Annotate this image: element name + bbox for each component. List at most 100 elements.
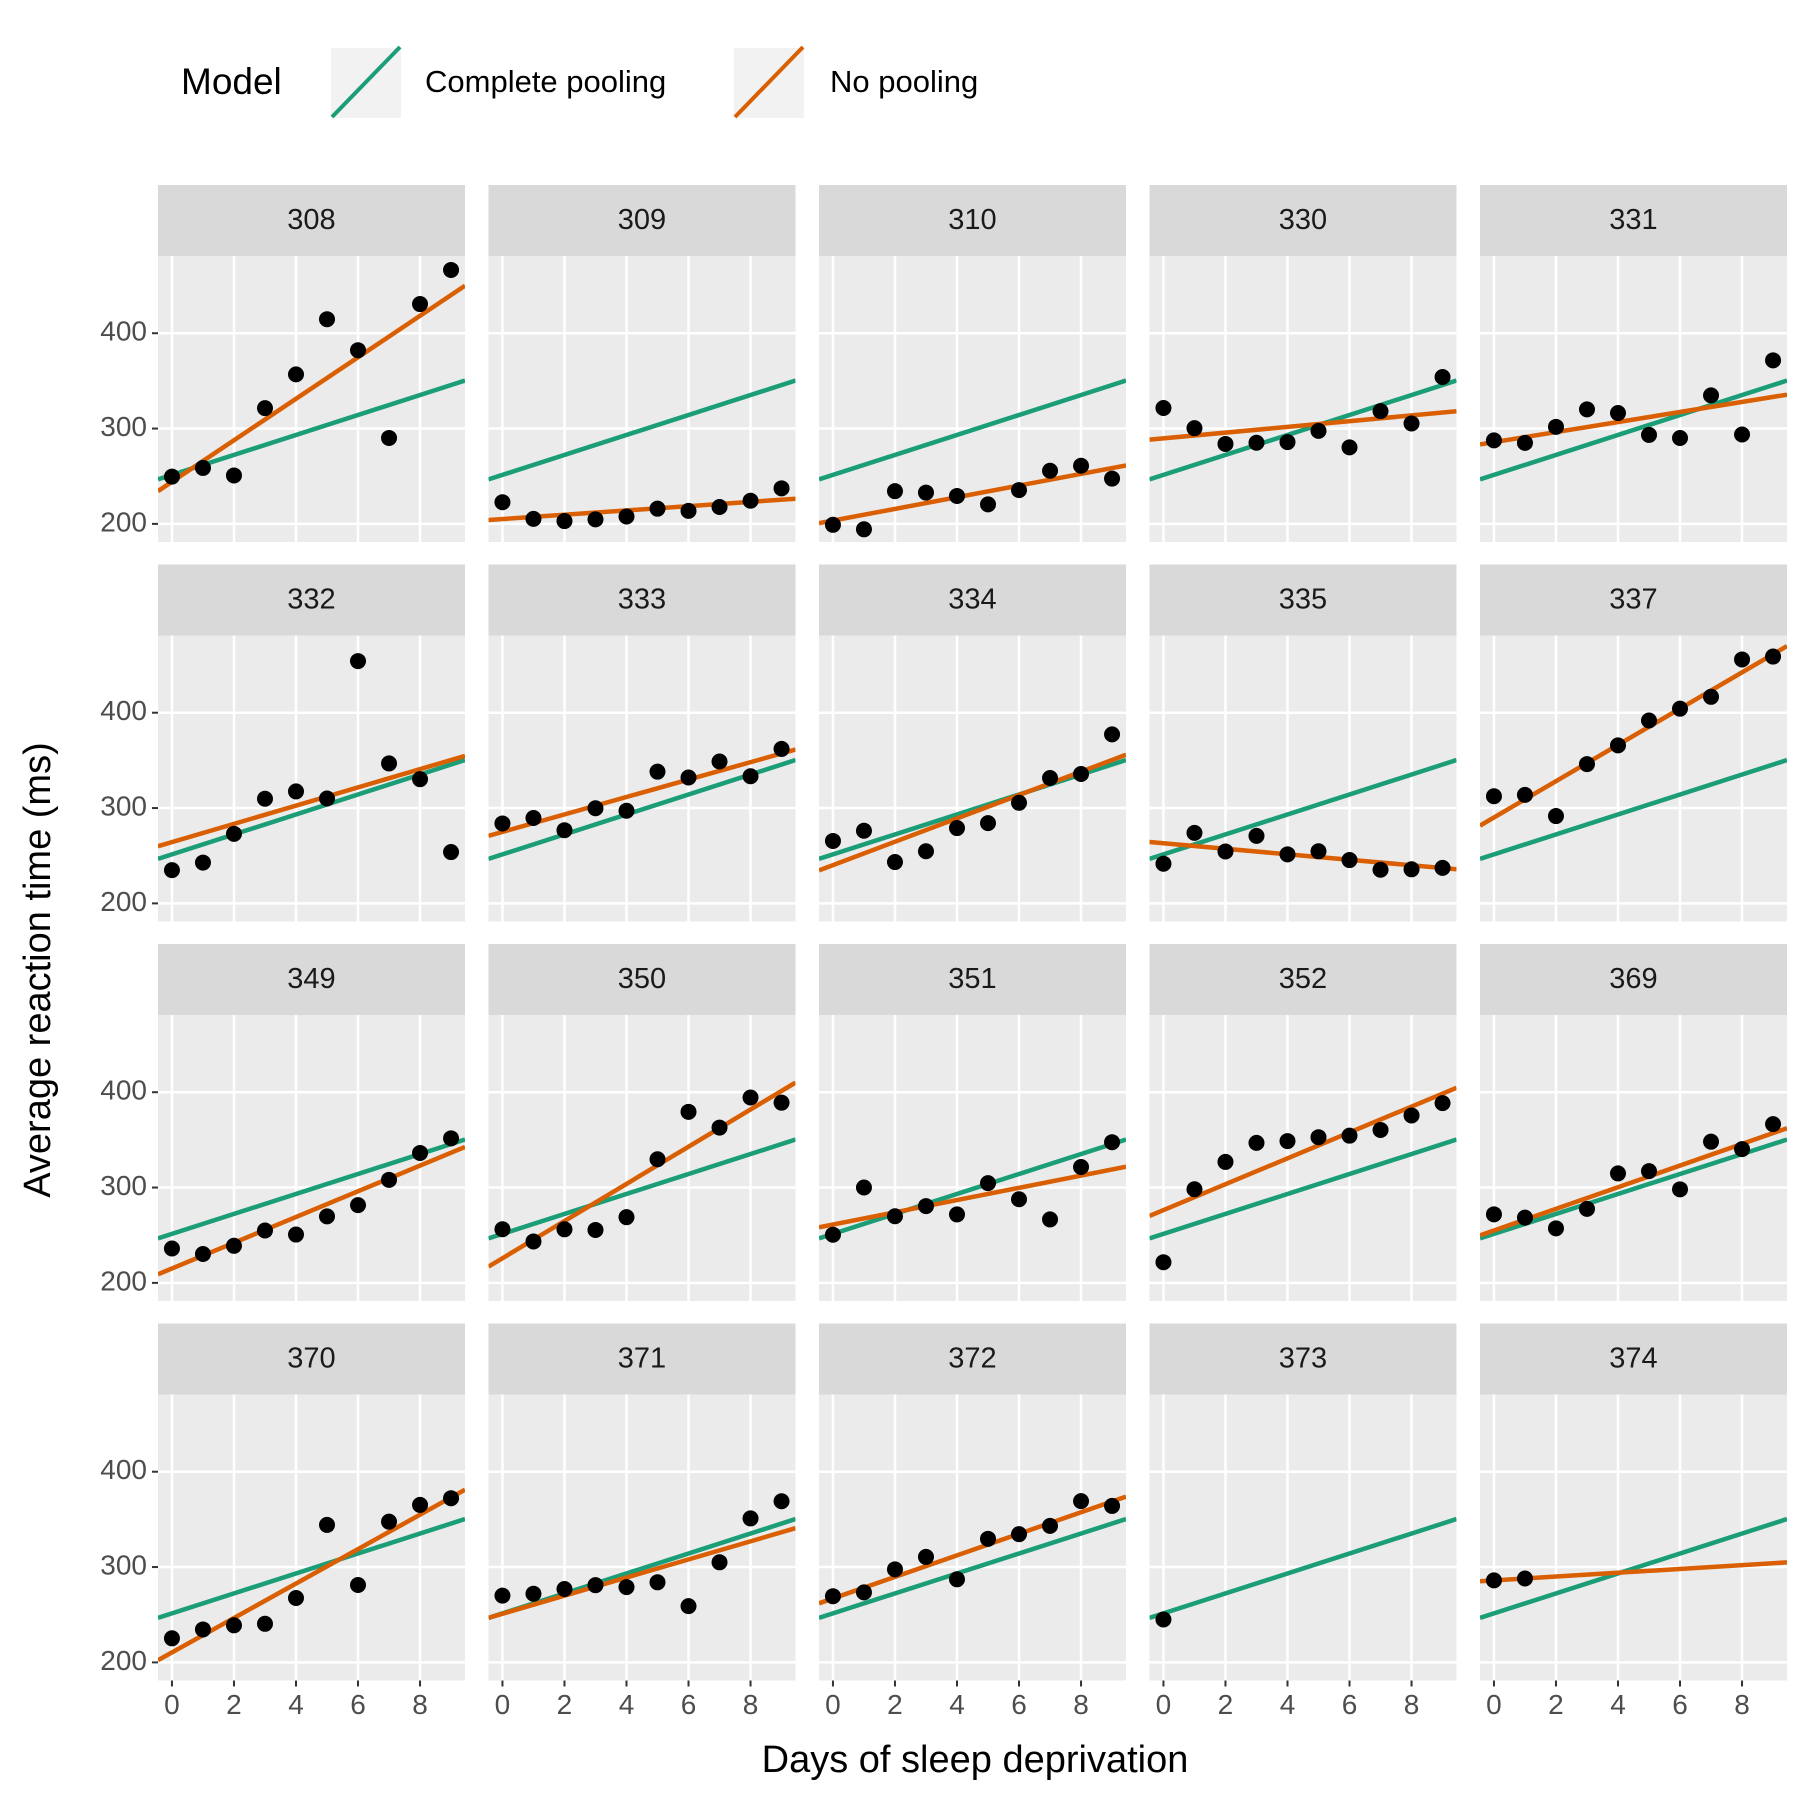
point [1217,435,1234,452]
strip [1149,944,1457,1015]
point [381,755,398,772]
point [381,1171,398,1188]
legend-swatch [733,45,805,119]
strip [158,185,465,256]
point [1641,1163,1658,1180]
strip-label: 369 [1609,963,1657,995]
fit-line [1149,757,1457,862]
x-axis-title: Days of sleep deprivation [762,1739,1189,1781]
point [1042,770,1059,787]
point [1547,418,1564,435]
point [350,1577,367,1594]
point [1372,1121,1389,1138]
strip-label: 330 [1279,204,1327,236]
x-tick-label: 6 [681,1689,697,1720]
panel [1149,1394,1457,1681]
point [412,296,429,313]
point [886,854,903,871]
point [194,1245,211,1262]
point [773,1094,790,1111]
point [1011,1526,1028,1543]
fit-line [1480,392,1787,447]
point [1186,1181,1203,1198]
point [412,1144,429,1161]
strip-label: 334 [948,584,996,616]
fit-line [488,1137,796,1241]
panel [1480,1394,1787,1681]
point [1104,1497,1121,1514]
x-tick-label: 0 [1156,1689,1172,1720]
fit-line [819,463,1126,526]
point [855,521,872,538]
point [1672,1181,1689,1198]
strip [819,944,1126,1015]
strip-label: 350 [618,963,666,995]
strip [1480,944,1787,1015]
x-tick-label: 4 [1280,1689,1296,1720]
point [649,763,666,780]
point [587,511,604,528]
point [1516,1209,1533,1226]
point [1011,794,1028,811]
point [194,854,211,871]
point [1011,1191,1028,1208]
point [1279,846,1296,863]
point [1485,432,1502,449]
strip [819,185,1126,256]
panel [488,1394,796,1681]
fit-line [158,753,465,849]
x-tick-label: 2 [1218,1689,1234,1720]
point [824,1226,841,1243]
point [1485,1572,1502,1589]
strip [488,1323,796,1395]
strip-label: 352 [1279,963,1327,995]
x-tick-label: 6 [1342,1689,1358,1720]
point [917,1548,934,1565]
point [381,1513,398,1530]
x-tick-label: 6 [350,1689,366,1720]
point [556,1221,573,1238]
point [1372,861,1389,878]
strip-label: 374 [1609,1343,1657,1375]
panel [819,256,1126,542]
point [1609,405,1626,422]
point [980,496,997,513]
point [256,790,273,807]
point [1547,808,1564,825]
y-tick-label: 300 [100,1549,147,1580]
fit-line [488,1526,796,1621]
fit-line [1149,1137,1457,1241]
point [948,487,965,504]
point [287,783,304,800]
point [1104,1134,1121,1151]
point [1485,1206,1502,1223]
point [1672,700,1689,717]
x-tick-label: 4 [619,1689,635,1720]
point [1765,352,1782,369]
point [1609,1165,1626,1182]
point [1703,1133,1720,1150]
point [618,1579,635,1596]
point [412,771,429,788]
point [1547,1220,1564,1237]
point [350,653,367,670]
point [742,492,759,509]
point [525,510,542,527]
point [1578,756,1595,773]
point [1279,434,1296,451]
y-axis-title: Average reaction time (ms) [17,742,59,1197]
point [680,1103,697,1120]
fit-line [1149,409,1457,442]
point [1155,855,1172,872]
point [587,800,604,817]
y-tick-label: 200 [100,886,147,917]
strip [819,564,1126,636]
legend-label: No pooling [830,64,978,99]
point [1516,786,1533,803]
point [948,820,965,837]
point [319,1516,336,1533]
y-tick-label: 300 [100,1170,147,1201]
x-tick-label: 8 [1404,1689,1420,1720]
point [1155,1254,1172,1271]
